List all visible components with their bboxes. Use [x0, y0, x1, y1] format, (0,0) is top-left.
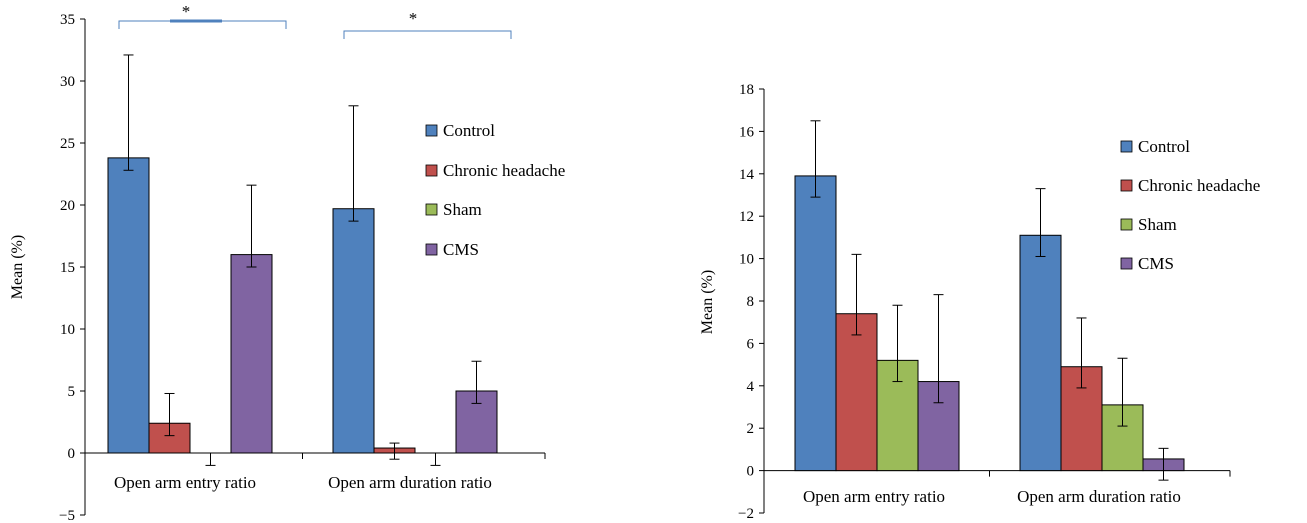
legend-label: Control	[1138, 137, 1190, 156]
legend-label: CMS	[443, 240, 479, 259]
y-tick-label: 2	[747, 421, 755, 437]
chart-right: −2 0 2 4 6 8 10 12 14 16 18 Mean (%) Open arm entry …	[699, 82, 1260, 522]
legend-label: Control	[443, 121, 495, 140]
y-tick-label: 5	[68, 384, 76, 400]
bar	[794, 175, 837, 472]
x-category-label: Open arm duration ratio	[1017, 487, 1181, 506]
legend-swatch	[425, 164, 438, 177]
bar	[230, 254, 273, 454]
y-tick-label: 0	[68, 446, 76, 462]
bar	[332, 208, 375, 454]
chart-left: −5 0 5 10 15 20 25 30 35 Mean (%) Open arm entry r…	[9, 2, 565, 523]
y-tick-label: 18	[739, 82, 754, 98]
bar	[835, 313, 878, 472]
y-tick-label: 30	[60, 74, 75, 90]
significance-star: *	[409, 9, 418, 28]
y-tick-label: 25	[60, 136, 75, 152]
x-category-label: Open arm entry ratio	[803, 487, 945, 506]
legend-label: Sham	[1138, 215, 1177, 234]
legend-swatch	[425, 203, 438, 216]
y-tick-label: 10	[739, 252, 754, 268]
y-tick-label: 6	[747, 336, 755, 352]
y-tick-label: 35	[60, 12, 75, 28]
legend-label: Chronic headache	[1138, 176, 1260, 195]
y-axis-label: Mean (%)	[9, 235, 26, 299]
y-tick-label: 8	[747, 294, 755, 310]
legend-swatch	[1120, 179, 1133, 192]
legend-swatch	[1120, 140, 1133, 153]
x-category-label: Open arm duration ratio	[328, 473, 492, 492]
x-category-label: Open arm entry ratio	[114, 473, 256, 492]
legend-swatch	[1120, 218, 1133, 231]
y-tick-label: 16	[739, 124, 755, 140]
y-tick-label: 12	[739, 209, 754, 225]
y-tick-label: 15	[60, 260, 75, 276]
legend-swatch	[425, 243, 438, 256]
y-tick-label: 10	[60, 322, 75, 338]
bar	[107, 157, 150, 454]
significance-bracket	[343, 30, 512, 39]
y-tick-label: 20	[60, 198, 75, 214]
legend-label: Chronic headache	[443, 161, 565, 180]
y-axis-label: Mean (%)	[699, 270, 716, 334]
y-tick-label: 14	[739, 167, 755, 183]
y-tick-label: 0	[747, 464, 755, 480]
significance-star: *	[182, 2, 191, 21]
legend-swatch	[425, 124, 438, 137]
y-tick-label: −2	[738, 506, 754, 522]
legend-label: CMS	[1138, 254, 1174, 273]
y-tick-label: −5	[59, 508, 75, 523]
bar	[1019, 234, 1062, 472]
legend-swatch	[1120, 257, 1133, 270]
legend-label: Sham	[443, 200, 482, 219]
y-tick-label: 4	[747, 379, 755, 395]
